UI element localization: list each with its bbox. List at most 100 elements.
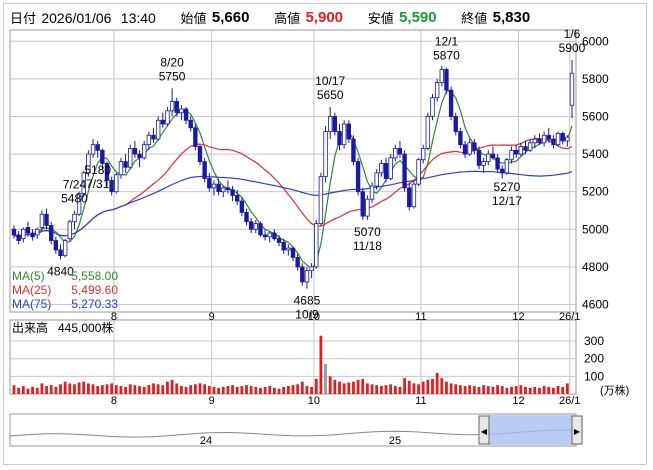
- month-tick-label: 26/1: [559, 395, 580, 407]
- candle: [193, 124, 198, 151]
- navigator-left-handle[interactable]: [478, 415, 490, 445]
- candle-body: [137, 153, 142, 159]
- candle-body: [193, 127, 198, 147]
- candle-body: [434, 82, 440, 99]
- candle: [411, 180, 417, 209]
- candle: [216, 178, 221, 196]
- price-header: 日付 2026/01/06 13:40 始値 5,660 高値 5,900 安値…: [10, 8, 530, 28]
- annotation-price: 5070: [354, 225, 381, 239]
- candle: [132, 140, 138, 158]
- candle: [155, 116, 161, 141]
- candle-body: [416, 159, 421, 185]
- candle: [304, 266, 310, 289]
- volume-bar: [449, 383, 453, 394]
- volume-bar: [412, 383, 416, 394]
- navigator-selection[interactable]: [488, 415, 574, 445]
- candle: [323, 125, 328, 183]
- candle-body: [527, 142, 533, 151]
- candle-body: [104, 163, 110, 181]
- high-label: 高値: [274, 11, 301, 26]
- navigator: ◀ ▶ 24 25: [9, 415, 583, 447]
- ma-legend-name: MA(75): [12, 297, 51, 311]
- volume-bar: [403, 378, 406, 394]
- candle-body: [160, 119, 165, 125]
- candle-body: [207, 178, 212, 189]
- candle-body: [481, 161, 486, 166]
- candle-body: [323, 131, 328, 178]
- volume-bar: [538, 387, 541, 394]
- volume-bar: [300, 381, 304, 394]
- candle: [114, 172, 119, 194]
- navigator-right-handle[interactable]: [571, 415, 583, 445]
- candle: [16, 231, 21, 245]
- candle: [165, 107, 170, 126]
- candle: [262, 229, 268, 241]
- ma-legend-name: MA(25): [12, 283, 51, 297]
- candle-body: [169, 101, 175, 112]
- candle-body: [393, 148, 398, 159]
- month-tick-label: 10: [308, 311, 320, 323]
- volume-bar: [291, 385, 295, 394]
- volume-bar: [547, 386, 551, 394]
- candle-body: [72, 213, 77, 223]
- candle-body: [286, 247, 291, 251]
- volume-bar: [180, 386, 183, 394]
- candle-body: [537, 138, 542, 144]
- ma-legend-value: 5,270.33: [71, 297, 118, 311]
- candle-body: [155, 119, 161, 140]
- candle-body: [425, 116, 431, 149]
- volume-bar: [73, 384, 76, 394]
- candle-body: [314, 223, 319, 268]
- volume-bar: [491, 386, 495, 394]
- volume-bar: [82, 381, 86, 394]
- price-tick-label: 5200: [582, 185, 609, 199]
- candle: [481, 157, 486, 173]
- volume-bar: [496, 385, 499, 394]
- candle: [551, 135, 556, 149]
- annotation-date: 10/17: [315, 74, 345, 88]
- candle-body: [234, 195, 240, 202]
- candle-body: [332, 116, 338, 132]
- volume-bar: [217, 387, 220, 394]
- candle: [169, 88, 175, 117]
- volume-bar: [505, 387, 509, 394]
- candle: [351, 135, 356, 166]
- volume-bar: [45, 386, 48, 394]
- volume-bar: [277, 388, 281, 394]
- candle: [388, 154, 393, 181]
- candle: [128, 144, 133, 170]
- volume-bar: [114, 385, 118, 394]
- volume-bar: [77, 382, 81, 394]
- date-label: 日付: [10, 11, 37, 26]
- candle: [76, 191, 82, 217]
- candle-body: [420, 148, 426, 161]
- candle: [504, 157, 510, 175]
- price-tick-label: 6000: [582, 34, 609, 48]
- candle-body: [128, 148, 133, 168]
- candle-body: [86, 153, 91, 174]
- volume-bar: [328, 376, 332, 394]
- volume-bar: [21, 386, 25, 394]
- volume-bar: [305, 386, 309, 394]
- candle-body: [495, 157, 500, 170]
- candle-body: [509, 149, 514, 161]
- candle: [476, 146, 482, 170]
- candle-body: [444, 69, 449, 91]
- candle-body: [202, 161, 207, 179]
- candle: [495, 154, 500, 173]
- candle: [211, 180, 217, 196]
- volume-bar: [445, 381, 448, 394]
- candle: [104, 161, 110, 187]
- candle: [337, 124, 342, 151]
- candle: [286, 244, 291, 256]
- candle: [146, 131, 152, 151]
- candle-body: [360, 191, 365, 217]
- candle: [509, 146, 514, 164]
- candle-body: [439, 69, 444, 84]
- candle: [276, 234, 282, 247]
- candlesticks: [11, 60, 575, 289]
- candle: [179, 105, 184, 121]
- candle-body: [25, 226, 31, 234]
- navigator-label: 25: [389, 435, 401, 447]
